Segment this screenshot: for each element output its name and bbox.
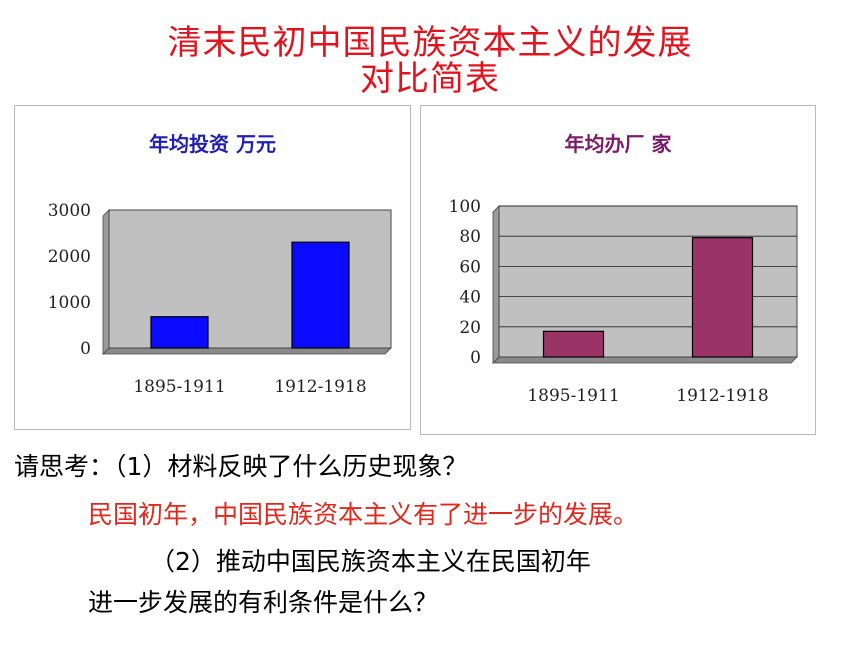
y-tick-label: 1000 [48, 293, 91, 313]
bar-1 [150, 316, 209, 349]
plot-floor [492, 356, 798, 364]
factory-chart: 0 20 40 60 80 100 1895-1911 1912-1918 [449, 197, 798, 406]
plot-wall [102, 209, 110, 355]
y-tick-label: 100 [449, 197, 481, 217]
slide-title-line1: 清末民初中国民族资本主义的发展 [167, 23, 693, 63]
answer-1: 民国初年，中国民族资本主义有了进一步的发展。 [88, 500, 639, 529]
x-tick-label: 1912-1918 [676, 386, 768, 406]
y-tick-label: 2000 [48, 247, 91, 267]
investment-chart: 0 1000 2000 3000 1895-1911 1912-1918 [48, 201, 392, 397]
y-tick-label: 40 [459, 288, 481, 308]
factory-chart-title: 年均办厂 家 [564, 132, 672, 156]
y-tick-label: 3000 [48, 201, 91, 221]
question-2-line2: 进一步发展的有利条件是什么？ [88, 588, 439, 617]
question-1: 请思考：（1）材料反映了什么历史现象？ [14, 452, 468, 481]
y-tick-label: 20 [459, 318, 481, 338]
plot-floor [102, 347, 392, 355]
bar-2 [291, 241, 350, 349]
question-2-line1: （2）推动中国民族资本主义在民国初年 [150, 547, 591, 576]
y-tick-label: 80 [459, 227, 481, 247]
investment-chart-title: 年均投资 万元 [149, 132, 276, 156]
bar-1 [542, 330, 605, 358]
slide-title-line2: 对比简表 [360, 59, 500, 99]
plot-wall [492, 205, 500, 364]
bar-2 [691, 237, 754, 358]
y-tick-label: 60 [459, 257, 481, 277]
x-tick-label: 1895-1911 [133, 377, 225, 397]
x-tick-label: 1912-1918 [274, 377, 366, 397]
y-tick-label: 0 [470, 348, 481, 368]
factory-chart-panel: 年均办厂 家 0 20 40 60 80 100 1895-1911 1912-1918 [420, 105, 816, 435]
x-tick-label: 1895-1911 [527, 386, 619, 406]
investment-chart-panel: 年均投资 万元 0 1000 2000 3000 1895-1911 1912-1918 [14, 105, 411, 430]
y-tick-label: 0 [80, 339, 91, 359]
